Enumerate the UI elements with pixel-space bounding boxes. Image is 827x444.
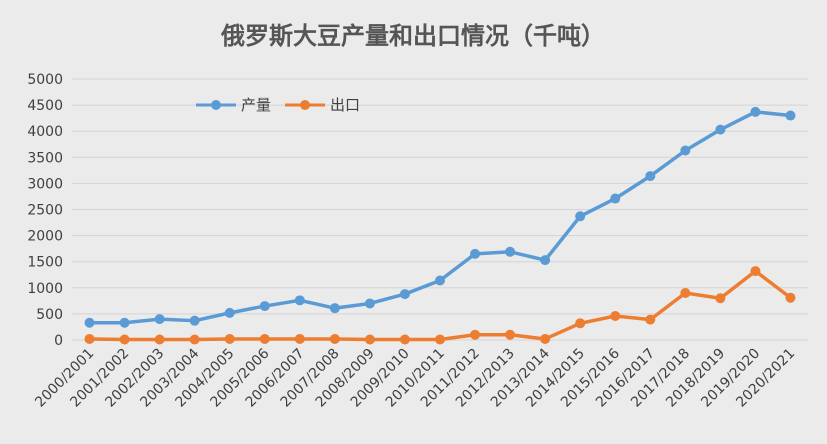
y-tick-label: 500 xyxy=(36,307,63,323)
data-point xyxy=(785,110,796,121)
data-point xyxy=(680,288,691,299)
legend-item-production: 产量 xyxy=(196,96,271,114)
y-tick-label: 4500 xyxy=(27,98,63,114)
data-point xyxy=(540,255,551,266)
data-point xyxy=(715,124,726,135)
data-point xyxy=(610,193,621,204)
data-point xyxy=(435,275,445,286)
y-axis-labels: 0 500 1000 1500 2000 2500 3000 3500 4000 4500 5000 xyxy=(27,72,63,349)
y-tick-label: 5000 xyxy=(27,72,63,88)
data-point xyxy=(119,334,130,345)
legend-marker-production xyxy=(211,100,221,110)
data-point xyxy=(189,315,200,326)
data-point xyxy=(575,211,586,222)
data-point xyxy=(540,333,551,344)
y-tick-label: 1000 xyxy=(27,281,63,297)
data-point xyxy=(435,334,445,345)
data-point xyxy=(470,329,481,340)
data-point xyxy=(189,334,200,345)
data-point xyxy=(259,333,270,344)
data-point xyxy=(610,310,621,321)
data-point xyxy=(470,248,481,259)
legend-label-production: 产量 xyxy=(241,96,271,114)
data-point xyxy=(785,292,796,303)
chart-title: 俄罗斯大豆产量和出口情况（千吨） xyxy=(220,22,605,50)
data-point xyxy=(364,298,375,309)
data-point xyxy=(399,289,410,300)
series-export xyxy=(84,266,796,345)
data-point xyxy=(715,293,726,304)
data-point xyxy=(645,171,656,182)
data-point xyxy=(329,333,340,344)
legend-marker-export xyxy=(300,100,310,110)
y-tick-label: 2000 xyxy=(27,229,63,245)
legend-label-export: 出口 xyxy=(330,96,360,114)
data-point xyxy=(154,334,165,345)
data-point xyxy=(84,317,95,328)
data-point xyxy=(224,333,235,344)
series-production xyxy=(84,106,796,328)
series-layer xyxy=(84,106,796,345)
grid-lines xyxy=(72,78,808,341)
data-point xyxy=(399,334,410,345)
legend: 产量 出口 xyxy=(196,96,360,114)
y-tick-label: 3000 xyxy=(27,176,63,192)
data-point xyxy=(84,333,95,344)
legend-item-export: 出口 xyxy=(285,96,360,114)
data-point xyxy=(224,307,235,318)
data-point xyxy=(750,266,761,277)
data-point xyxy=(119,317,130,328)
y-tick-label: 0 xyxy=(54,333,63,349)
data-point xyxy=(575,318,586,329)
data-point xyxy=(259,301,270,312)
data-point xyxy=(329,303,340,314)
data-point xyxy=(294,295,305,306)
y-tick-label: 2500 xyxy=(27,203,63,219)
data-point xyxy=(154,314,165,325)
data-point xyxy=(294,333,305,344)
y-tick-label: 4000 xyxy=(27,124,63,140)
data-point xyxy=(750,106,761,117)
y-tick-label: 1500 xyxy=(27,255,63,271)
data-point xyxy=(505,246,516,257)
y-tick-label: 3500 xyxy=(27,150,63,166)
data-point xyxy=(645,314,656,325)
data-point xyxy=(505,329,516,340)
data-point xyxy=(364,334,375,345)
data-point xyxy=(680,145,691,156)
